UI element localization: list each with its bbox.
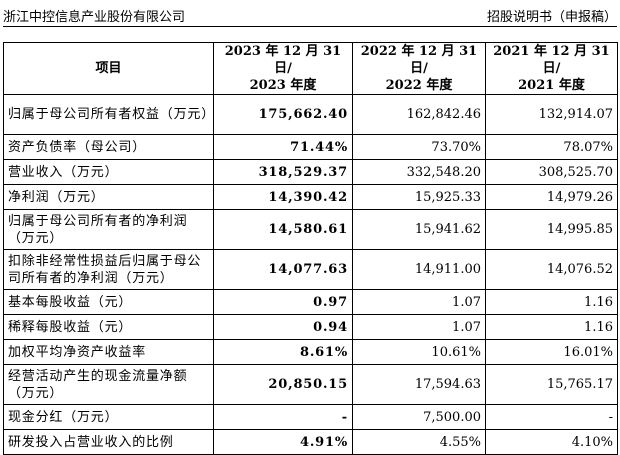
header-line: 2023 年 12 月 31 日/ bbox=[224, 44, 342, 76]
header-line: 2022 年 12 月 31 日/ bbox=[360, 44, 478, 76]
cell-value: 1.16 bbox=[485, 289, 618, 315]
column-header: 2021 年 12 月 31 日/2021 年度 bbox=[485, 42, 618, 95]
cell-value: 318,529.37 bbox=[213, 159, 353, 185]
header-line: 2021 年 12 月 31 日/ bbox=[493, 44, 610, 76]
cell-value: 1.07 bbox=[352, 314, 486, 340]
table-row: 净利润（万元） 14,390.42 15,925.33 14,979.26 bbox=[3, 184, 618, 210]
company-name: 浙江中控信息产业股份有限公司 bbox=[3, 9, 186, 25]
table-row: 基本每股收益（元） 0.97 1.07 1.16 bbox=[3, 289, 618, 315]
column-header: 项目 bbox=[3, 42, 214, 95]
cell-value: 14,979.26 bbox=[485, 184, 618, 210]
cell-value: 16.01% bbox=[485, 339, 618, 365]
cell-value: 1.16 bbox=[485, 314, 618, 340]
table-row: 经营活动产生的现金流量净额（万元） 20,850.15 17,594.63 15,76… bbox=[3, 364, 618, 405]
row-label: 经营活动产生的现金流量净额（万元） bbox=[3, 364, 214, 405]
cell-value: 4.55% bbox=[352, 429, 486, 455]
column-header: 2023 年 12 月 31 日/2023 年度 bbox=[213, 42, 353, 95]
row-label: 归属于母公司所有者的净利润（万元） bbox=[3, 209, 214, 250]
table-row: 资产负债率（母公司） 71.44% 73.70% 78.07% bbox=[3, 134, 618, 160]
cell-value: 15,765.17 bbox=[485, 364, 618, 405]
table-row: 现金分红（万元） -7,500.00- bbox=[3, 404, 618, 430]
header-line: 2023 年度 bbox=[249, 78, 317, 93]
cell-value: - bbox=[485, 404, 618, 430]
cell-value: 0.97 bbox=[213, 289, 353, 315]
row-label: 资产负债率（母公司） bbox=[3, 134, 214, 160]
cell-value: 332,548.20 bbox=[352, 159, 486, 185]
cell-value: 0.94 bbox=[213, 314, 353, 340]
header-row: 项目 2023 年 12 月 31 日/2023 年度 2022 年 12 月 31… bbox=[3, 42, 618, 95]
table-row: 归属于母公司所有者权益（万元） 175,662.40 162,842.46 132,9… bbox=[3, 94, 618, 135]
cell-value: 14,077.63 bbox=[213, 249, 353, 290]
cell-value: 14,076.52 bbox=[485, 249, 618, 290]
cell-value: 14,995.85 bbox=[485, 209, 618, 250]
table-row: 营业收入（万元） 318,529.37 332,548.20 308,525.70 bbox=[3, 159, 618, 185]
cell-value: 14,911.00 bbox=[352, 249, 486, 290]
row-label: 净利润（万元） bbox=[3, 184, 214, 210]
row-label: 现金分红（万元） bbox=[3, 404, 214, 430]
table-row: 研发投入占营业收入的比例 4.91% 4.55% 4.10% bbox=[3, 429, 618, 455]
row-label: 归属于母公司所有者权益（万元） bbox=[3, 94, 214, 135]
cell-value: 71.44% bbox=[213, 134, 353, 160]
cell-value: 14,390.42 bbox=[213, 184, 353, 210]
row-label: 基本每股收益（元） bbox=[3, 289, 214, 315]
doc-title: 招股说明书（申报稿） bbox=[486, 9, 617, 25]
cell-value: 175,662.40 bbox=[213, 94, 353, 135]
cell-value: 132,914.07 bbox=[485, 94, 618, 135]
table-row: 归属于母公司所有者的净利润（万元） 14,580.61 15,941.62 14,99… bbox=[3, 209, 618, 250]
table-row: 加权平均净资产收益率 8.61% 10.61% 16.01% bbox=[3, 339, 618, 365]
row-label: 扣除非经常性损益后归属于母公司所有者的净利润（万元） bbox=[3, 249, 214, 290]
cell-value: - bbox=[213, 404, 353, 430]
cell-value: 78.07% bbox=[485, 134, 618, 160]
row-label: 营业收入（万元） bbox=[3, 159, 214, 185]
table-row: 扣除非经常性损益后归属于母公司所有者的净利润（万元） 14,077.63 14,91… bbox=[3, 249, 618, 290]
cell-value: 4.10% bbox=[485, 429, 618, 455]
header-line: 2022 年度 bbox=[385, 78, 453, 93]
cell-value: 20,850.15 bbox=[213, 364, 353, 405]
cell-value: 14,580.61 bbox=[213, 209, 353, 250]
cell-value: 8.61% bbox=[213, 339, 353, 365]
table-row: 稀释每股收益（元） 0.94 1.07 1.16 bbox=[3, 314, 618, 340]
cell-value: 7,500.00 bbox=[352, 404, 486, 430]
cell-value: 15,925.33 bbox=[352, 184, 486, 210]
cell-value: 162,842.46 bbox=[352, 94, 486, 135]
cell-value: 4.91% bbox=[213, 429, 353, 455]
cell-value: 1.07 bbox=[352, 289, 486, 315]
page-header: 浙江中控信息产业股份有限公司 招股说明书（申报稿） bbox=[3, 4, 617, 27]
header-line: 2021 年度 bbox=[518, 78, 585, 93]
cell-value: 17,594.63 bbox=[352, 364, 486, 405]
cell-value: 10.61% bbox=[352, 339, 486, 365]
row-label: 研发投入占营业收入的比例 bbox=[3, 429, 214, 455]
cell-value: 73.70% bbox=[352, 134, 486, 160]
column-header: 2022 年 12 月 31 日/2022 年度 bbox=[352, 42, 486, 95]
row-label: 稀释每股收益（元） bbox=[3, 314, 214, 340]
cell-value: 308,525.70 bbox=[485, 159, 618, 185]
cell-value: 15,941.62 bbox=[352, 209, 486, 250]
row-label: 加权平均净资产收益率 bbox=[3, 339, 214, 365]
financial-table: 项目 2023 年 12 月 31 日/2023 年度 2022 年 12 月 31… bbox=[3, 42, 618, 455]
